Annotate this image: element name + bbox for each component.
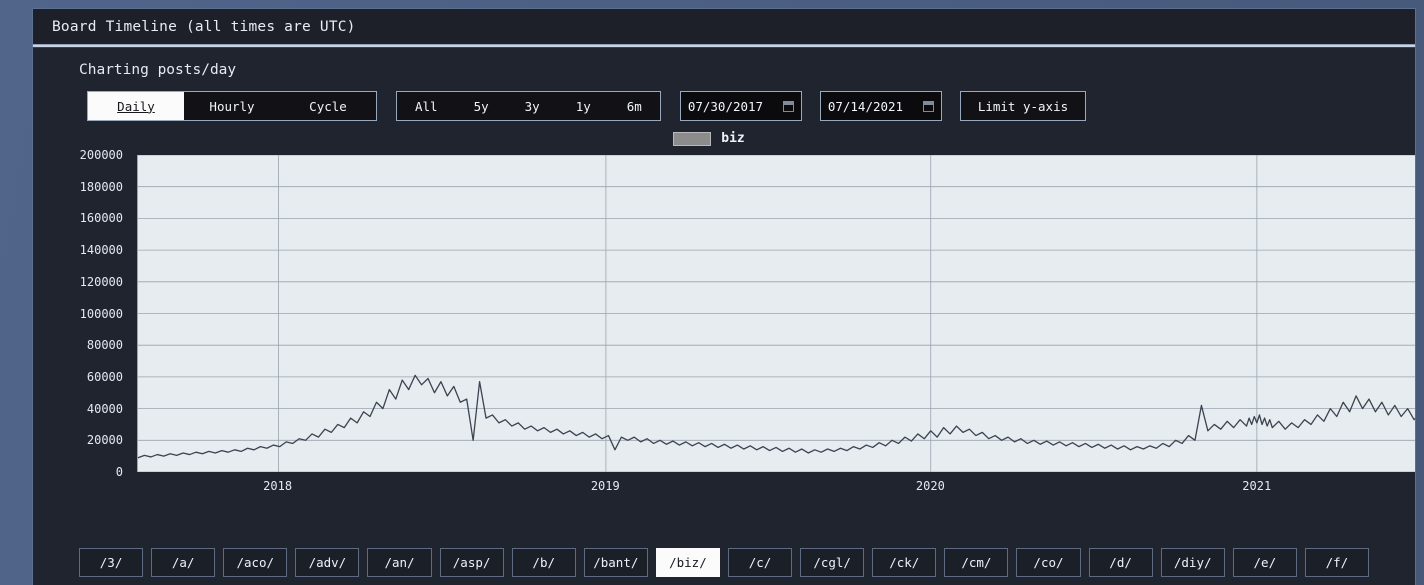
x-axis-tick: 2021 xyxy=(1242,479,1272,493)
page-title: Board Timeline (all times are UTC) xyxy=(52,18,356,35)
x-axis-tick: 2019 xyxy=(590,479,620,493)
y-axis-tick: 120000 xyxy=(79,274,123,289)
board-tab-aco[interactable]: /aco/ xyxy=(223,548,288,577)
granularity-hourly-button[interactable]: Hourly xyxy=(184,92,280,120)
board-tab-cm[interactable]: /cm/ xyxy=(944,548,1009,577)
range-1y-button[interactable]: 1y xyxy=(557,92,609,120)
board-tab-adv[interactable]: /adv/ xyxy=(295,548,360,577)
calendar-icon[interactable] xyxy=(782,100,794,112)
y-axis-tick: 40000 xyxy=(86,401,123,416)
window-titlebar: Board Timeline (all times are UTC) xyxy=(33,9,1415,44)
end-date-value: 07/14/2021 xyxy=(827,98,904,114)
plot-area[interactable] xyxy=(137,155,1415,472)
granularity-button-group: Daily Hourly Cycle xyxy=(87,91,377,121)
limit-y-axis-button[interactable]: Limit y-axis xyxy=(959,91,1087,121)
board-tab-3[interactable]: /3/ xyxy=(79,548,144,577)
y-axis-tick: 20000 xyxy=(86,433,123,448)
chart-legend: biz xyxy=(33,131,1415,146)
x-axis: 2018 2019 2020 2021 xyxy=(137,477,1415,501)
y-axis-tick: 100000 xyxy=(79,306,123,321)
board-tab-b[interactable]: /b/ xyxy=(511,548,576,577)
range-6m-button[interactable]: 6m xyxy=(608,92,660,120)
board-tab-f[interactable]: /f/ xyxy=(1304,548,1369,577)
legend-swatch-biz[interactable] xyxy=(673,131,712,146)
start-date-input[interactable]: 07/30/2017 xyxy=(679,91,802,121)
y-axis-tick: 140000 xyxy=(79,243,123,258)
charting-label: Charting posts/day xyxy=(79,62,237,78)
chart-toolbar: Daily Hourly Cycle All 5y 3y 1y 6m 07/30… xyxy=(33,78,1415,121)
board-tab-c[interactable]: /c/ xyxy=(727,548,793,577)
range-button-group: All 5y 3y 1y 6m xyxy=(396,91,661,121)
board-tab-bant[interactable]: /bant/ xyxy=(583,548,648,577)
board-tab-e[interactable]: /e/ xyxy=(1232,548,1297,577)
range-all-button[interactable]: All xyxy=(397,92,456,120)
window-body: Charting posts/day Daily Hourly Cycle Al… xyxy=(33,48,1415,585)
x-axis-tick: 2018 xyxy=(263,479,293,493)
board-tab-co[interactable]: /co/ xyxy=(1016,548,1081,577)
y-axis-tick: 60000 xyxy=(86,369,123,384)
chart-container: 0 20000 40000 60000 80000 100000 120000 140000 1… xyxy=(33,148,1415,493)
timeseries-line-chart xyxy=(138,155,1415,472)
y-axis-tick: 180000 xyxy=(79,179,123,194)
board-tab-ck[interactable]: /ck/ xyxy=(872,548,937,577)
calendar-icon[interactable] xyxy=(922,100,934,112)
start-date-value: 07/30/2017 xyxy=(687,98,764,114)
board-tab-asp[interactable]: /asp/ xyxy=(439,548,504,577)
x-axis-tick: 2020 xyxy=(915,479,945,493)
board-tab-biz[interactable]: /biz/ xyxy=(655,548,720,577)
end-date-input[interactable]: 07/14/2021 xyxy=(819,91,942,121)
granularity-daily-button[interactable]: Daily xyxy=(88,92,184,120)
board-tab-cgl[interactable]: /cgl/ xyxy=(800,548,865,577)
titlebar-divider xyxy=(33,44,1415,48)
board-tabs: /3//a//aco//adv//an//asp//b//bant//biz//… xyxy=(33,548,1415,585)
range-3y-button[interactable]: 3y xyxy=(506,92,558,120)
y-axis-tick: 200000 xyxy=(79,148,123,162)
legend-label-biz: biz xyxy=(721,131,745,146)
board-tab-diy[interactable]: /diy/ xyxy=(1160,548,1225,577)
board-tab-row: /3//a//aco//adv//an//asp//b//bant//biz//… xyxy=(79,548,1369,577)
y-axis-tick: 160000 xyxy=(79,211,123,226)
y-axis: 0 20000 40000 60000 80000 100000 120000 140000 1… xyxy=(33,148,129,479)
y-axis-tick: 0 xyxy=(115,465,123,479)
range-5y-button[interactable]: 5y xyxy=(455,92,507,120)
board-tab-an[interactable]: /an/ xyxy=(367,548,432,577)
granularity-cycle-button[interactable]: Cycle xyxy=(280,92,376,120)
board-tab-a[interactable]: /a/ xyxy=(151,548,216,577)
board-tab-d[interactable]: /d/ xyxy=(1088,548,1153,577)
app-window: Board Timeline (all times are UTC) Chart… xyxy=(32,8,1416,585)
y-axis-tick: 80000 xyxy=(86,338,123,353)
